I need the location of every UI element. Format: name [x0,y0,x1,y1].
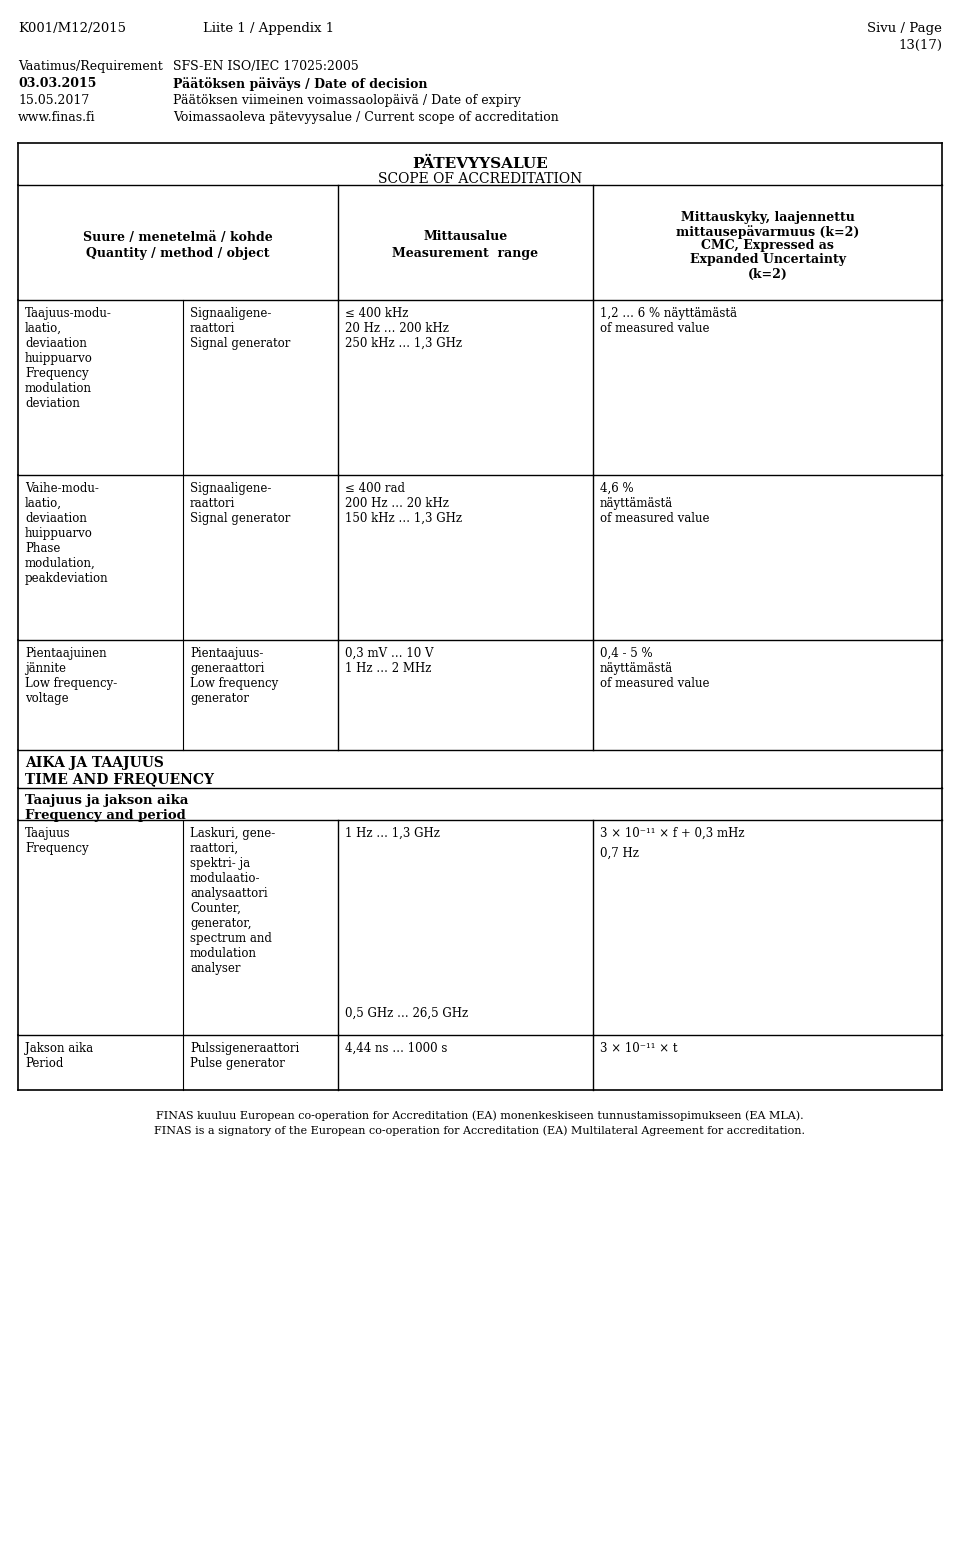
Text: www.finas.fi: www.finas.fi [18,112,96,124]
Text: Measurement  range: Measurement range [393,247,539,261]
Text: Signaaligene-
raattori
Signal generator: Signaaligene- raattori Signal generator [190,307,290,351]
Text: Mittausalue: Mittausalue [423,231,508,244]
Text: CMC, Expressed as: CMC, Expressed as [701,239,834,253]
Text: Vaatimus/Requirement: Vaatimus/Requirement [18,61,163,73]
Text: 13(17): 13(17) [898,39,942,53]
Text: Frequency and period: Frequency and period [25,809,185,823]
Text: 0,7 Hz: 0,7 Hz [600,847,638,860]
Text: 3 × 10⁻¹¹ × f + 0,3 mHz: 3 × 10⁻¹¹ × f + 0,3 mHz [600,827,745,840]
Text: Päätöksen viimeinen voimassaolopäivä / Date of expiry: Päätöksen viimeinen voimassaolopäivä / D… [173,95,521,107]
Text: 1,2 … 6 % näyttämästä
of measured value: 1,2 … 6 % näyttämästä of measured value [600,307,737,335]
Text: Pulssigeneraattori
Pulse generator: Pulssigeneraattori Pulse generator [190,1041,300,1069]
Text: (k=2): (k=2) [748,267,787,281]
Text: Vaihe-modu-
laatio,
deviaation
huippuarvo
Phase
modulation,
peakdeviation: Vaihe-modu- laatio, deviaation huippuarv… [25,483,108,585]
Text: FINAS kuuluu European co-operation for Accreditation (EA) monenkeskiseen tunnust: FINAS kuuluu European co-operation for A… [156,1110,804,1121]
Text: Mittauskyky, laajennettu: Mittauskyky, laajennettu [681,211,854,225]
Text: 3 × 10⁻¹¹ × t: 3 × 10⁻¹¹ × t [600,1041,678,1055]
Text: 0,4 - 5 %
näyttämästä
of measured value: 0,4 - 5 % näyttämästä of measured value [600,647,709,691]
Text: Päätöksen päiväys / Date of decision: Päätöksen päiväys / Date of decision [173,78,427,92]
Text: AIKA JA TAAJUUS: AIKA JA TAAJUUS [25,756,164,770]
Text: ≤ 400 rad
200 Hz … 20 kHz
150 kHz … 1,3 GHz: ≤ 400 rad 200 Hz … 20 kHz 150 kHz … 1,3 … [345,483,462,525]
Text: 03.03.2015: 03.03.2015 [18,78,96,90]
Text: ≤ 400 kHz
20 Hz … 200 kHz
250 kHz … 1,3 GHz: ≤ 400 kHz 20 Hz … 200 kHz 250 kHz … 1,3 … [345,307,462,351]
Text: Pientaajuus-
generaattori
Low frequency
generator: Pientaajuus- generaattori Low frequency … [190,647,278,705]
Text: Quantity / method / object: Quantity / method / object [86,247,270,261]
Text: K001/M12/2015: K001/M12/2015 [18,22,126,36]
Text: TIME AND FREQUENCY: TIME AND FREQUENCY [25,771,214,785]
Text: Pientaajuinen
jännite
Low frequency-
voltage: Pientaajuinen jännite Low frequency- vol… [25,647,117,705]
Text: PÄTEVYYSALUE: PÄTEVYYSALUE [412,157,548,171]
Text: Voimassaoleva pätevyysalue / Current scope of accreditation: Voimassaoleva pätevyysalue / Current sco… [173,112,559,124]
Text: Sivu / Page: Sivu / Page [867,22,942,36]
Text: SFS-EN ISO/IEC 17025:2005: SFS-EN ISO/IEC 17025:2005 [173,61,359,73]
Text: Liite 1 / Appendix 1: Liite 1 / Appendix 1 [203,22,334,36]
Text: 4,44 ns … 1000 s: 4,44 ns … 1000 s [345,1041,447,1055]
Text: Laskuri, gene-
raattori,
spektri- ja
modulaatio-
analysaattori
Counter,
generato: Laskuri, gene- raattori, spektri- ja mod… [190,827,276,975]
Text: 4,6 %
näyttämästä
of measured value: 4,6 % näyttämästä of measured value [600,483,709,525]
Text: Taajuus ja jakson aika: Taajuus ja jakson aika [25,795,188,807]
Text: 0,3 mV … 10 V
1 Hz … 2 MHz: 0,3 mV … 10 V 1 Hz … 2 MHz [345,647,434,675]
Text: FINAS is a signatory of the European co-operation for Accreditation (EA) Multila: FINAS is a signatory of the European co-… [155,1125,805,1136]
Text: Taajuus
Frequency: Taajuus Frequency [25,827,88,855]
Text: Expanded Uncertainty: Expanded Uncertainty [689,253,846,267]
Text: SCOPE OF ACCREDITATION: SCOPE OF ACCREDITATION [378,172,582,186]
Text: Suure / menetelmä / kohde: Suure / menetelmä / kohde [84,231,273,244]
Text: Signaaligene-
raattori
Signal generator: Signaaligene- raattori Signal generator [190,483,290,525]
Text: mittausepävarmuus (k=2): mittausepävarmuus (k=2) [676,225,859,239]
Text: Jakson aika
Period: Jakson aika Period [25,1041,93,1069]
Text: 0,5 GHz … 26,5 GHz: 0,5 GHz … 26,5 GHz [345,1007,468,1020]
Text: 15.05.2017: 15.05.2017 [18,95,89,107]
Text: 1 Hz … 1,3 GHz: 1 Hz … 1,3 GHz [345,827,440,840]
Text: Taajuus-modu-
laatio,
deviaation
huippuarvo
Frequency
modulation
deviation: Taajuus-modu- laatio, deviaation huippua… [25,307,112,410]
